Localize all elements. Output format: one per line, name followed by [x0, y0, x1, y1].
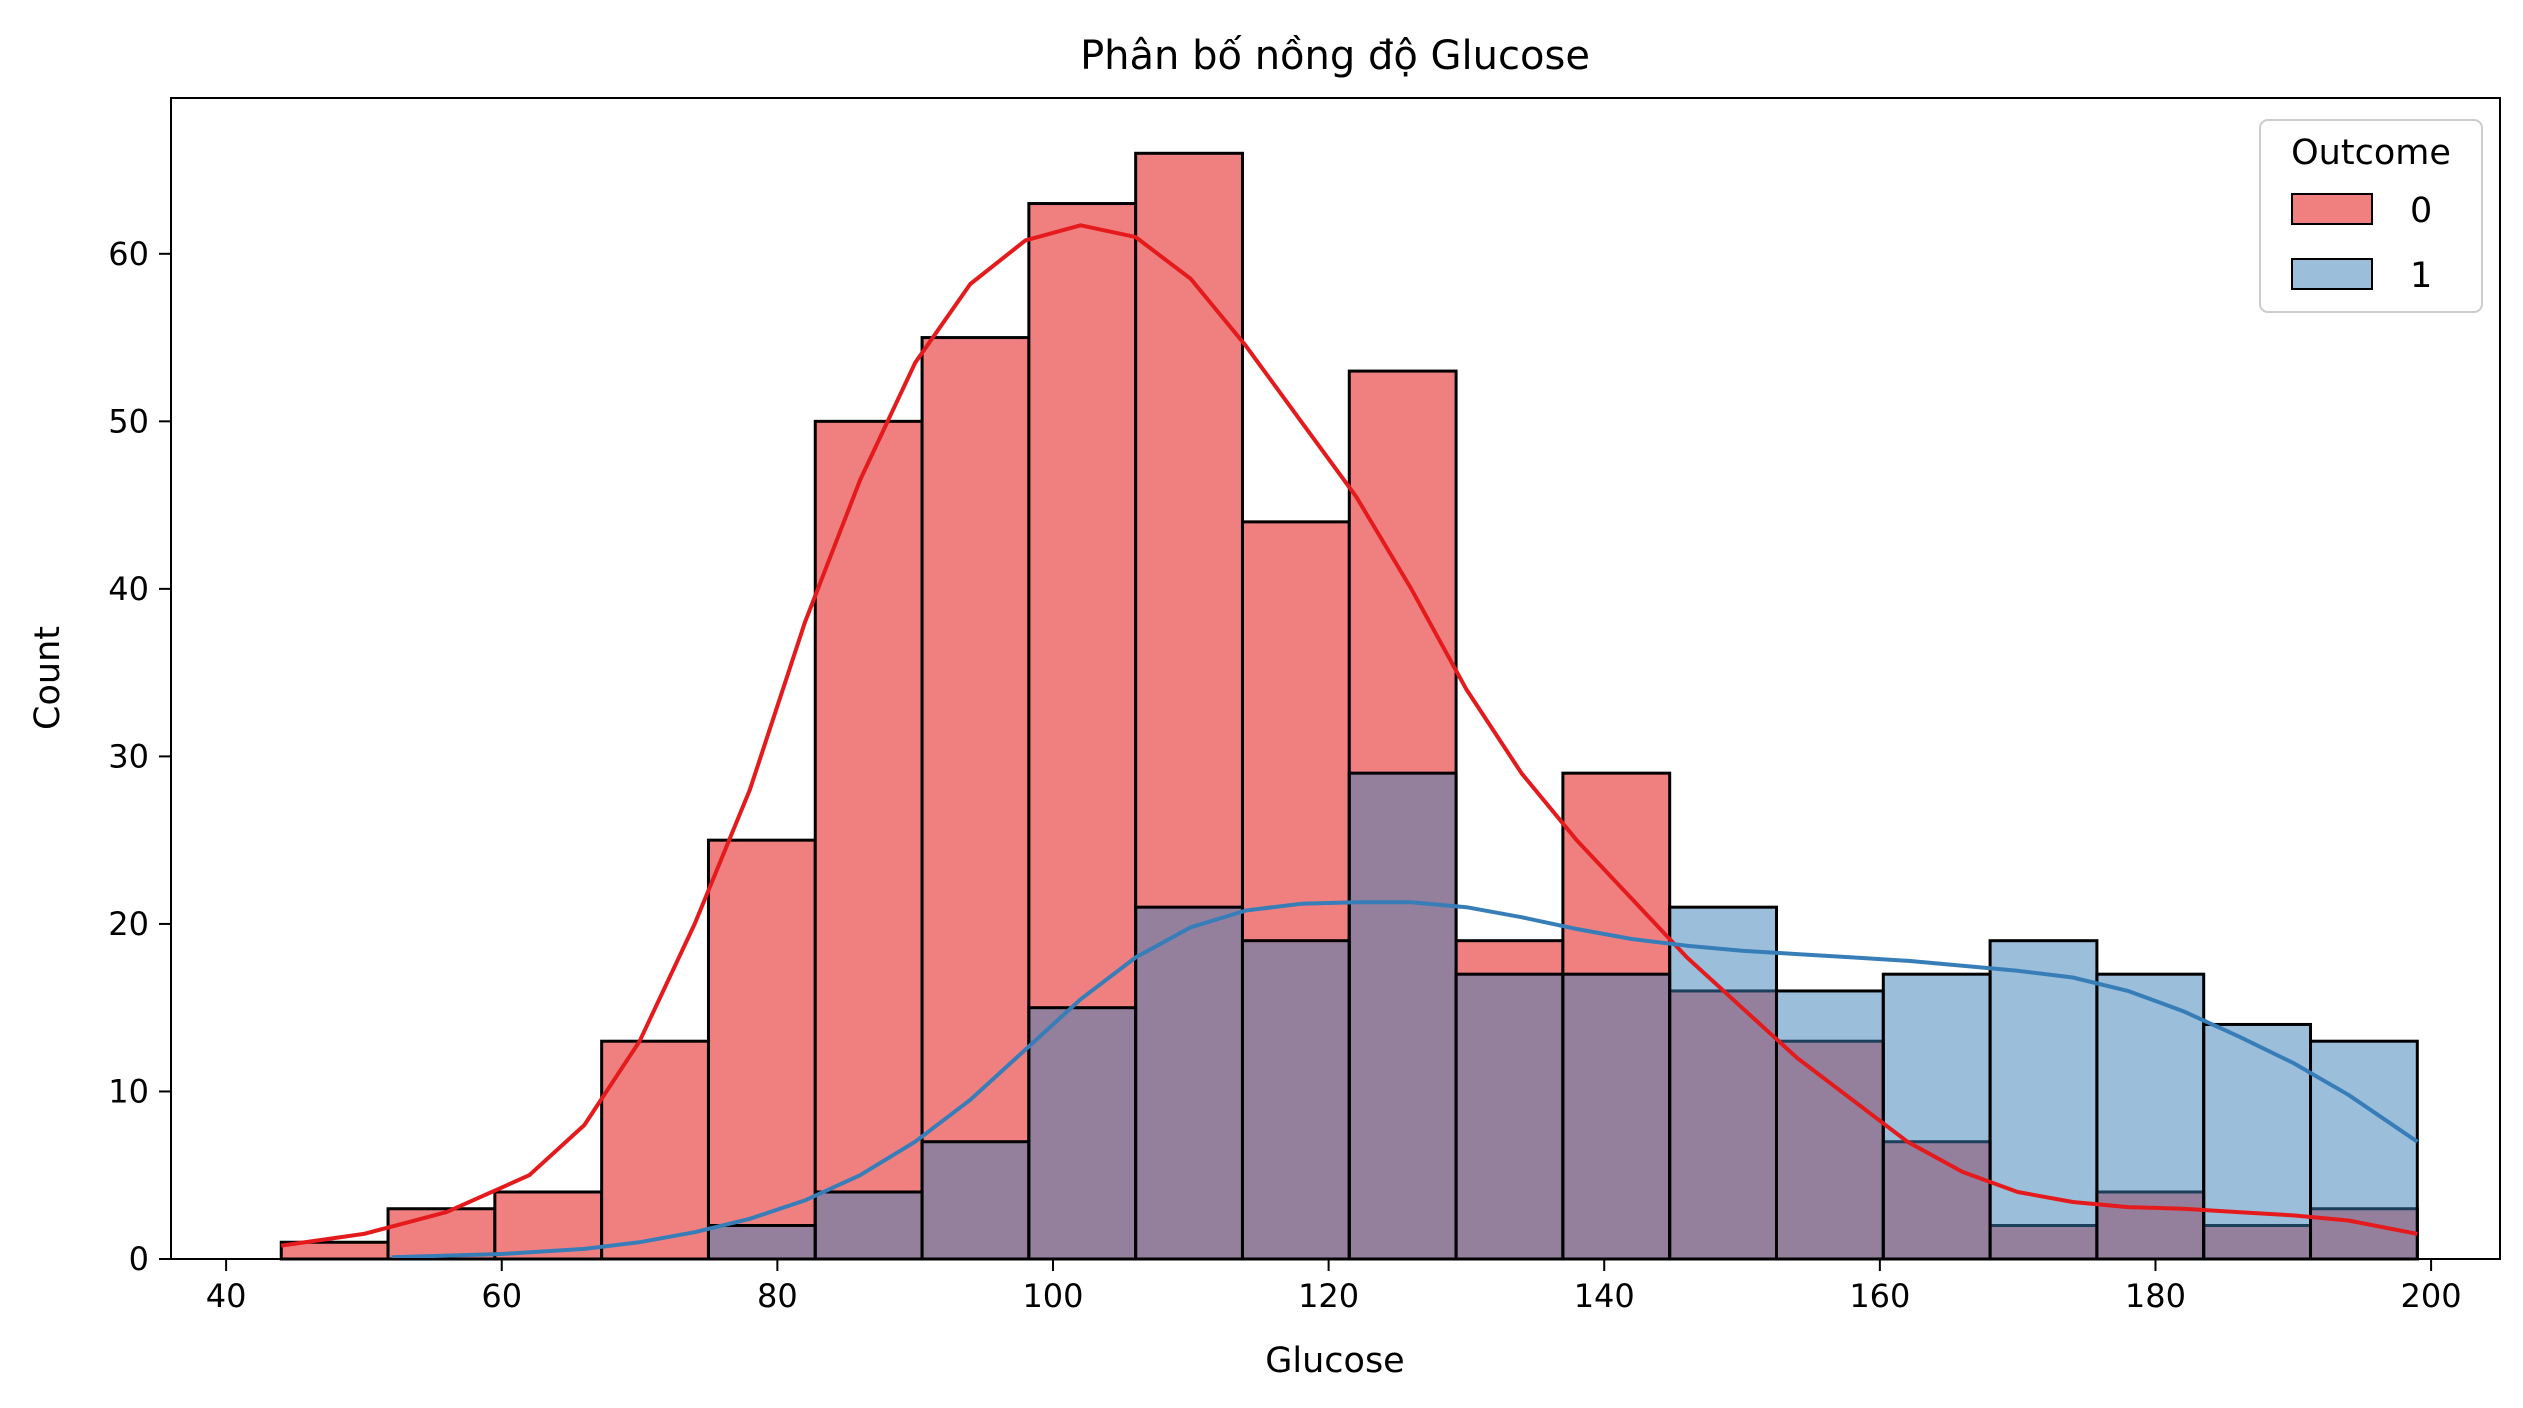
- x-axis-label: Glucose: [1265, 1341, 1404, 1381]
- kde-curves: [280, 223, 2419, 1260]
- y-tick-label-10: 10: [108, 1072, 149, 1110]
- x-axis-ticks: 40 60 80 100 120 140 160 180 200: [206, 1259, 2462, 1315]
- y-axis-ticks: 0 10 20 30 40 50 60: [108, 235, 171, 1278]
- y-tick-label-30: 30: [108, 737, 149, 775]
- bar-outcome-1-bin-11: [1454, 972, 1565, 1261]
- bar-outcome-0-bin-1: [386, 1207, 497, 1261]
- bar-outcome-0-bin-6: [920, 336, 1031, 1261]
- bar-outcome-1-bin-8: [1134, 905, 1244, 1261]
- kde-curve-outcome-1: [391, 900, 2419, 1260]
- x-tick-label-200: 200: [2401, 1277, 2462, 1315]
- bar-outcome-1-bin-12: [1561, 972, 1672, 1261]
- bar-outcome-1-bin-13: [1668, 905, 1778, 1261]
- bar-outcome-1-bin-18: [2202, 1022, 2313, 1261]
- x-tick-label-100: 100: [1022, 1277, 1083, 1315]
- bar-outcome-1-bin-9: [1240, 939, 1351, 1261]
- bars-outcome-1: [706, 771, 2419, 1261]
- bar-outcome-1-bin-14: [1774, 989, 1885, 1261]
- bar-outcome-1-bin-7: [1027, 1006, 1138, 1261]
- legend: Outcome 0 1: [2259, 119, 2483, 313]
- legend-label-0: 0: [2410, 191, 2432, 231]
- x-tick-label-180: 180: [2125, 1277, 2186, 1315]
- bar-outcome-1-bin-10: [1347, 771, 1458, 1261]
- bar-outcome-0-bin-3: [600, 1039, 710, 1261]
- y-tick-label-40: 40: [108, 570, 149, 608]
- x-tick-label-80: 80: [757, 1277, 798, 1315]
- y-tick-label-50: 50: [108, 402, 149, 440]
- bar-outcome-0-bin-5: [813, 419, 924, 1261]
- y-tick-label-60: 60: [108, 235, 149, 273]
- bar-outcome-1-bin-19: [2309, 1039, 2419, 1261]
- x-tick-label-140: 140: [1574, 1277, 1635, 1315]
- x-tick-label-120: 120: [1298, 1277, 1359, 1315]
- legend-label-1: 1: [2410, 256, 2432, 296]
- plot-frame: [170, 97, 2501, 1260]
- y-tick-label-20: 20: [108, 905, 149, 943]
- chart-title: Phân bố nồng độ Glucose: [1080, 33, 1590, 79]
- x-tick-label-60: 60: [481, 1277, 522, 1315]
- legend-title: Outcome: [2291, 133, 2451, 173]
- y-axis-label: Count: [28, 626, 68, 730]
- bar-outcome-1-bin-17: [2095, 972, 2206, 1261]
- bar-outcome-1-bin-6: [920, 1140, 1031, 1261]
- legend-swatch-0: [2291, 193, 2373, 225]
- kde-curve-outcome-0: [280, 223, 2418, 1248]
- legend-swatch-1: [2291, 258, 2373, 290]
- bar-outcome-1-bin-15: [1881, 972, 1992, 1261]
- x-tick-label-40: 40: [206, 1277, 247, 1315]
- bar-outcome-1-bin-5: [813, 1190, 924, 1261]
- x-tick-label-160: 160: [1849, 1277, 1910, 1315]
- bar-outcome-0-bin-4: [706, 838, 817, 1261]
- y-tick-label-0: 0: [129, 1240, 149, 1278]
- bar-outcome-1-bin-16: [1988, 939, 2099, 1261]
- bar-outcome-1-bin-4: [706, 1223, 817, 1261]
